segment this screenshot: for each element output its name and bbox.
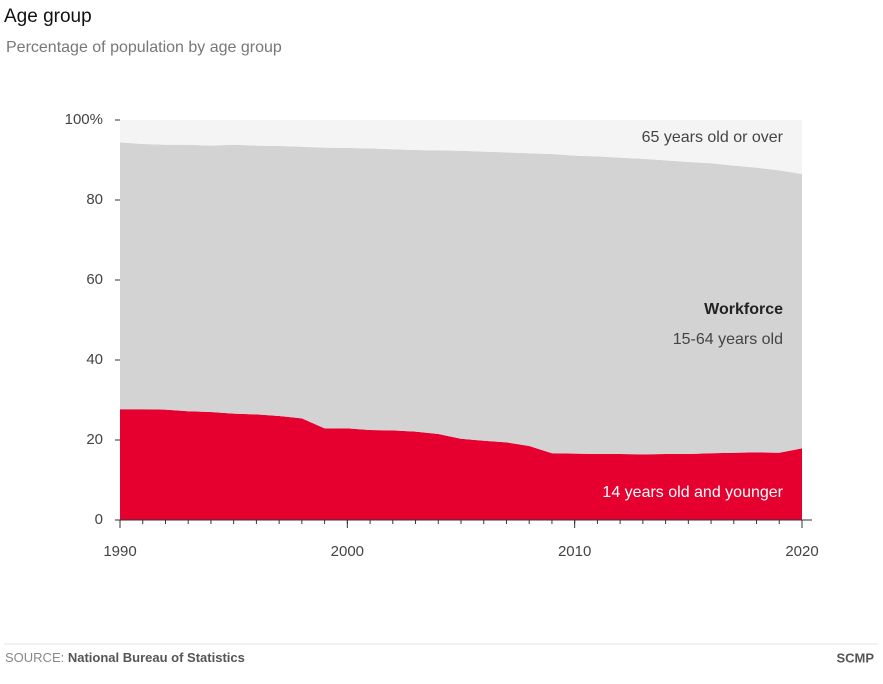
series-label: Workforce <box>704 301 783 318</box>
chart-subtitle: Percentage of population by age group <box>6 39 282 56</box>
annotation: 15-64 years old <box>673 331 783 348</box>
y-tick-label: 20 <box>86 431 103 448</box>
y-tick-label: 60 <box>86 271 103 288</box>
series-label: 14 years old and younger <box>602 484 783 501</box>
x-tick-label: 2020 <box>785 543 818 560</box>
series-label: 65 years old or over <box>642 129 784 146</box>
footer-source: SOURCE: National Bureau of Statistics <box>5 650 245 665</box>
y-tick-label: 0 <box>95 511 103 528</box>
x-tick-label: 2010 <box>558 543 591 560</box>
x-tick-label: 2000 <box>331 543 364 560</box>
y-tick-label: 40 <box>86 351 103 368</box>
y-tick-label: 100% <box>65 111 103 128</box>
area <box>120 142 802 455</box>
x-tick-label: 1990 <box>103 543 136 560</box>
credit: SCMP <box>836 650 874 665</box>
area <box>120 409 802 520</box>
y-tick-label: 80 <box>86 191 103 208</box>
source-name: National Bureau of Statistics <box>68 650 245 665</box>
source-label: SOURCE: <box>5 650 64 665</box>
area <box>120 120 802 174</box>
chart-title: Age group <box>4 6 92 27</box>
